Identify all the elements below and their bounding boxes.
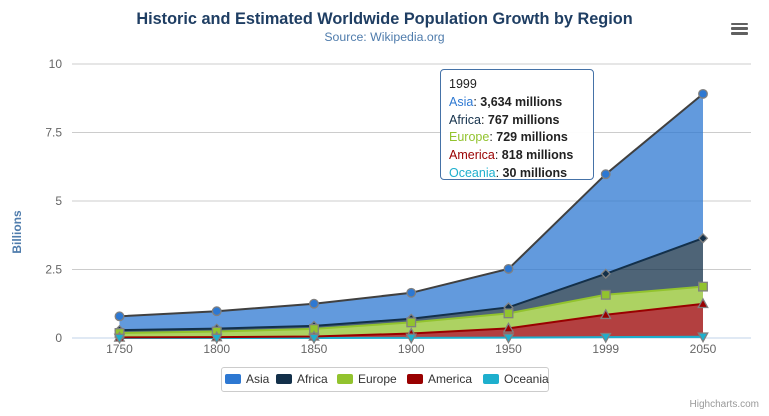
svg-text:7.5: 7.5 [45,126,62,140]
svg-text:1950: 1950 [495,342,522,356]
svg-text:1999: 1999 [592,342,619,356]
svg-text:1850: 1850 [301,342,328,356]
svg-text:2.5: 2.5 [45,263,62,277]
svg-text:0: 0 [55,331,62,345]
svg-text:5: 5 [55,194,62,208]
svg-text:2050: 2050 [690,342,717,356]
svg-text:1750: 1750 [106,342,133,356]
svg-text:1900: 1900 [398,342,425,356]
svg-text:1800: 1800 [203,342,230,356]
svg-text:10: 10 [49,57,63,71]
